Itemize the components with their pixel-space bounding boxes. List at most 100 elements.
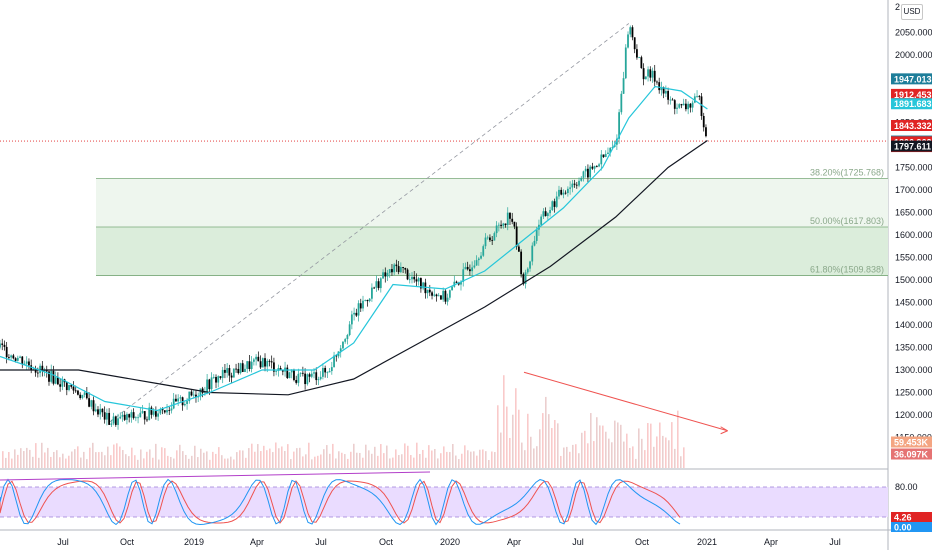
candle-body — [244, 368, 246, 372]
candle-body — [600, 154, 603, 165]
candle-body — [23, 363, 26, 365]
volume-bar — [500, 432, 502, 468]
volume-bar — [422, 449, 424, 468]
volume-bar — [53, 451, 55, 468]
candle-body — [698, 96, 701, 97]
candle-body — [333, 355, 335, 368]
candle-body — [270, 361, 273, 363]
volume-bar — [419, 453, 421, 468]
volume-bar — [89, 447, 91, 468]
candle-body — [402, 267, 404, 268]
candle-body — [404, 267, 407, 270]
candle-body — [522, 274, 525, 284]
volume-bar — [14, 449, 16, 468]
candle-body — [3, 344, 6, 347]
volume-bar — [161, 447, 163, 468]
candle-body — [582, 171, 585, 178]
volume-bar — [446, 451, 448, 468]
volume-bar — [431, 450, 433, 468]
candle-body — [680, 104, 683, 106]
candle-body — [388, 269, 391, 273]
fib-level-label: 61.80%(1509.838) — [810, 265, 884, 275]
candle-body — [241, 363, 244, 372]
volume-bar — [329, 453, 331, 468]
candle-body — [631, 27, 634, 38]
candle-body — [268, 360, 271, 362]
candle-body — [451, 286, 453, 291]
volume-bar — [452, 444, 454, 468]
candle-body — [678, 104, 681, 108]
candle-body — [48, 371, 50, 382]
price-axis-tick: 1250.000 — [895, 388, 932, 398]
candle-body — [455, 281, 458, 283]
time-axis-tick: 2019 — [184, 537, 204, 547]
volume-bar — [323, 449, 325, 468]
candle-body — [700, 96, 703, 116]
volume-bar — [413, 457, 415, 468]
candle-body — [212, 377, 215, 378]
oscillator-axis-tick: 80.00 — [895, 482, 918, 492]
volume-bar — [374, 446, 376, 468]
candle-body — [366, 300, 369, 302]
candle-body — [544, 211, 547, 217]
candle-body — [21, 356, 24, 365]
candle-body — [148, 407, 151, 421]
volume-bar — [239, 450, 241, 468]
volume-bar — [455, 455, 457, 468]
candle-body — [16, 357, 19, 361]
candle-body — [317, 379, 320, 381]
volume-bar — [47, 447, 49, 468]
candle-body — [210, 377, 213, 390]
candle-body — [217, 376, 220, 383]
candle-body — [624, 47, 627, 79]
candle-body — [279, 368, 282, 370]
candle-body — [633, 37, 636, 50]
candle-body — [468, 269, 471, 272]
candle-body — [94, 409, 97, 412]
candle-body — [281, 369, 284, 372]
candle-body — [669, 99, 672, 101]
currency-button[interactable]: USD — [901, 4, 923, 20]
candle-body — [587, 168, 589, 178]
volume-bar — [116, 443, 118, 468]
candle-body — [584, 168, 587, 172]
volume-bar — [482, 449, 484, 468]
volume-bar — [641, 438, 643, 468]
volume-bar — [473, 451, 475, 468]
price-axis-tick: 1350.000 — [895, 343, 932, 353]
volume-bar — [515, 388, 517, 468]
volume-bar — [539, 429, 541, 468]
candle-body — [88, 398, 90, 407]
volume-bar — [488, 459, 490, 468]
volume-bar — [299, 447, 301, 468]
candle-body — [580, 177, 583, 181]
volume-bar — [479, 449, 481, 468]
candle-body — [506, 212, 509, 226]
volume-bar — [608, 438, 610, 468]
volume-bar — [587, 443, 589, 468]
candle-body — [638, 57, 641, 59]
volume-bar — [656, 436, 658, 468]
candle-body — [660, 87, 663, 91]
candle-body — [288, 372, 291, 379]
volume-bar — [272, 452, 274, 468]
candle-body — [413, 276, 416, 280]
volume-bar — [56, 450, 58, 468]
candle-body — [502, 223, 505, 226]
candle-body — [609, 147, 612, 153]
candle-body — [391, 269, 393, 273]
candle-body — [290, 370, 293, 373]
volume-bar — [545, 396, 547, 468]
candle-body — [195, 394, 197, 397]
candle-body — [50, 370, 53, 382]
volume-bar — [152, 457, 154, 468]
candle-body — [497, 224, 500, 226]
volume-bar — [119, 446, 121, 468]
candle-body — [266, 360, 269, 367]
volume-bar — [92, 442, 94, 468]
volume-bar — [542, 413, 544, 468]
candle-body — [34, 369, 37, 373]
candle-body — [575, 184, 578, 186]
volume-bar — [125, 454, 127, 468]
